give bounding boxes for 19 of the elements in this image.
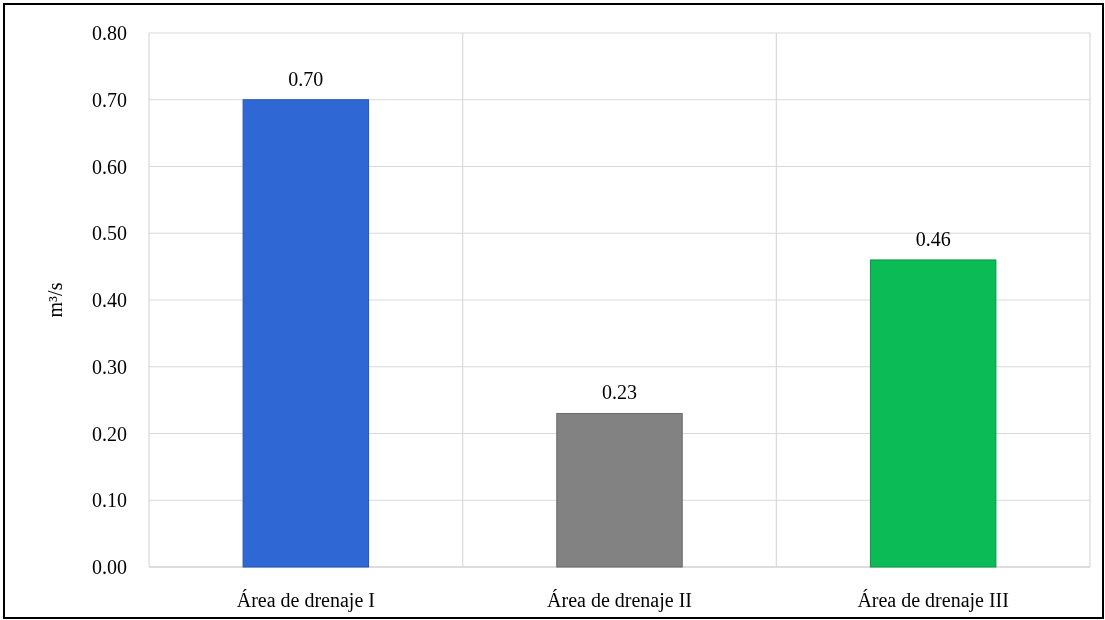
bar bbox=[242, 99, 370, 568]
y-tick-label: 0.10 bbox=[92, 489, 127, 512]
y-tick-label: 0.60 bbox=[92, 155, 127, 178]
x-tick-label: Área de drenaje III bbox=[857, 589, 1009, 612]
y-tick-label: 0.30 bbox=[92, 355, 127, 378]
bar bbox=[556, 412, 683, 568]
y-tick-label: 0.00 bbox=[92, 556, 127, 578]
y-axis-title: m³/s bbox=[44, 282, 66, 318]
data-label: 0.23 bbox=[602, 381, 637, 404]
x-tick-label: Área de drenaje II bbox=[547, 589, 692, 612]
y-tick-label: 0.70 bbox=[92, 88, 127, 111]
y-tick-label: 0.50 bbox=[92, 222, 127, 245]
data-label: 0.46 bbox=[915, 227, 951, 250]
y-tick-label: 0.80 bbox=[92, 22, 127, 44]
y-tick-label: 0.20 bbox=[92, 422, 127, 445]
bar bbox=[869, 259, 997, 568]
x-tick-label: Área de drenaje I bbox=[236, 589, 375, 612]
data-label: 0.70 bbox=[288, 67, 324, 90]
y-tick-label: 0.40 bbox=[92, 289, 127, 311]
